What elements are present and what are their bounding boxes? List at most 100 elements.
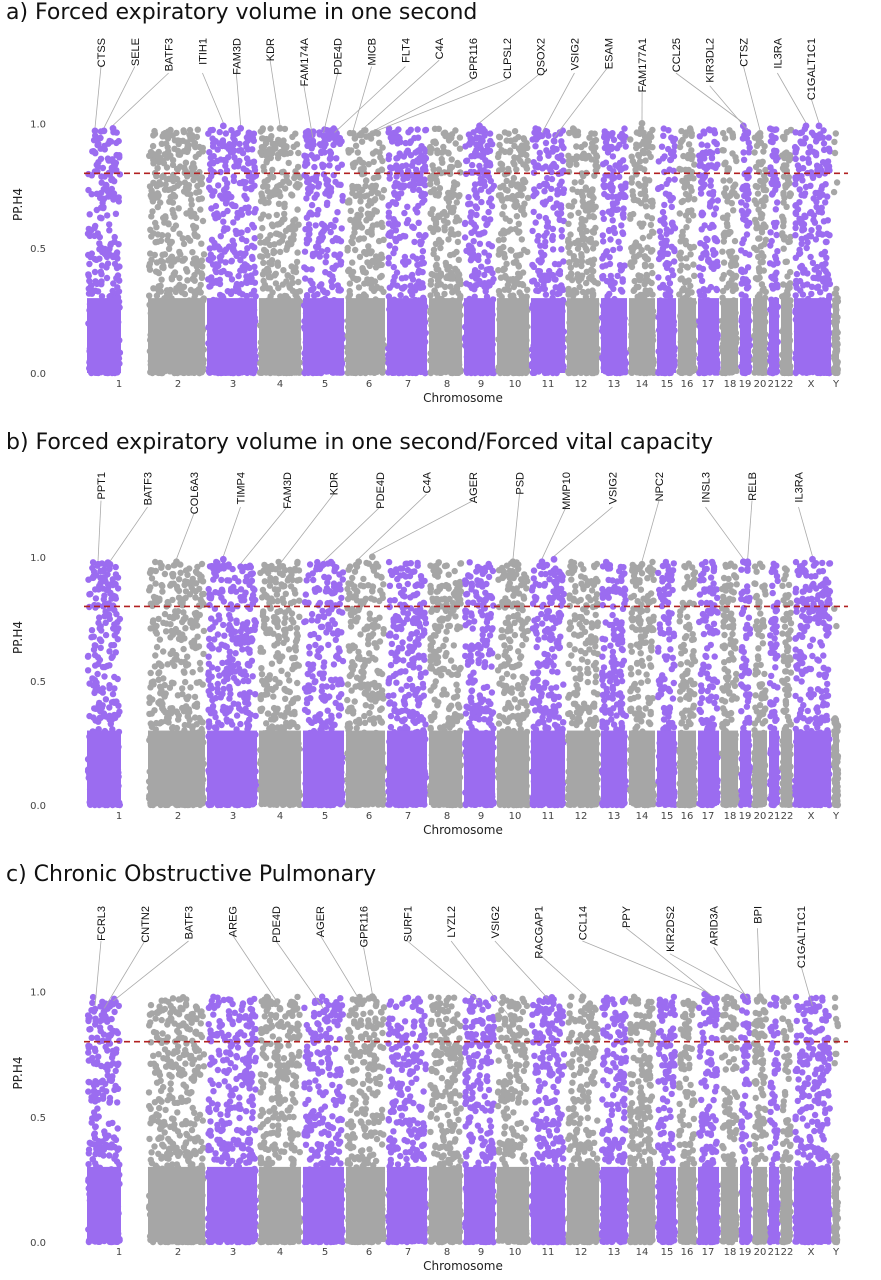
data-point: [168, 253, 176, 260]
data-point: [541, 285, 548, 293]
data-point: [351, 135, 358, 142]
data-point: [209, 143, 217, 150]
data-point: [647, 221, 655, 229]
data-point: [516, 273, 523, 280]
chromosome-4-base: [259, 298, 301, 373]
data-point: [350, 163, 357, 171]
data-point: [236, 140, 243, 148]
data-point: [620, 191, 628, 199]
data-point: [373, 221, 381, 228]
data-point: [280, 141, 288, 149]
data-point: [311, 163, 318, 171]
data-point: [615, 238, 622, 245]
chromosome-1-points: [84, 125, 124, 377]
data-point: [404, 174, 411, 181]
data-point: [380, 288, 387, 296]
data-point: [220, 267, 227, 275]
data-point: [150, 160, 157, 167]
data-point: [115, 137, 122, 145]
data-point: [257, 215, 265, 222]
data-point: [272, 270, 279, 277]
data-point: [116, 171, 124, 178]
data-point: [419, 268, 426, 276]
data-point: [339, 192, 346, 200]
data-point: [346, 280, 354, 287]
data-point: [165, 186, 172, 193]
data-point: [445, 203, 453, 211]
data-point: [415, 278, 422, 285]
chromosome-3-points: [205, 126, 260, 377]
data-point: [289, 226, 296, 233]
data-point: [435, 192, 442, 199]
data-point: [519, 281, 527, 289]
data-point: [394, 140, 401, 147]
data-point: [385, 220, 393, 227]
data-point: [619, 229, 626, 236]
data-point: [170, 271, 177, 278]
data-point: [106, 227, 113, 234]
data-point: [193, 133, 201, 141]
data-point: [277, 192, 284, 200]
data-point: [490, 182, 498, 190]
data-point: [453, 214, 460, 221]
data-point: [196, 143, 203, 151]
data-point: [284, 243, 291, 250]
data-point: [545, 132, 552, 139]
data-point: [365, 243, 372, 250]
data-point: [588, 130, 595, 137]
data-point: [465, 141, 473, 148]
data-point: [365, 161, 372, 168]
data-point: [549, 232, 556, 240]
data-point: [182, 159, 190, 166]
data-point: [547, 195, 554, 202]
data-point: [552, 163, 560, 171]
data-point: [257, 128, 264, 135]
data-point: [176, 281, 183, 289]
data-point: [647, 198, 654, 205]
data-point: [589, 261, 596, 268]
data-point: [238, 281, 245, 288]
data-point: [362, 249, 369, 257]
data-point: [360, 268, 367, 275]
data-point: [269, 166, 276, 173]
data-point: [600, 238, 607, 245]
data-point: [327, 155, 334, 162]
data-point: [513, 213, 521, 220]
data-point: [504, 187, 511, 194]
data-point: [175, 140, 182, 148]
data-point: [193, 214, 200, 222]
data-point: [356, 190, 363, 197]
data-point: [408, 273, 415, 280]
chromosome-5-base: [303, 298, 344, 373]
data-point: [476, 140, 483, 148]
data-point: [639, 292, 646, 299]
data-point: [636, 130, 644, 137]
manhattan-plot-fev1: 0.00.51.0PP.H41 2 3 4 5 6 7 8 9 10 11 12 13 14 15 16 17 1…: [11, 37, 848, 405]
data-point: [281, 210, 288, 218]
data-point: [618, 222, 625, 229]
data-point: [313, 191, 320, 198]
data-point: [630, 210, 637, 218]
data-point: [324, 246, 331, 254]
data-point: [97, 268, 105, 275]
data-point: [606, 260, 614, 268]
data-point: [543, 182, 551, 189]
data-point: [259, 253, 266, 260]
data-point: [560, 186, 568, 193]
data-point: [622, 180, 629, 187]
data-point: [219, 137, 227, 144]
data-point: [292, 216, 299, 223]
data-point: [542, 214, 549, 222]
data-point: [235, 272, 242, 280]
data-point: [530, 208, 537, 216]
data-point: [487, 137, 494, 145]
data-point: [618, 186, 626, 193]
data-point: [441, 169, 448, 176]
data-point: [485, 208, 492, 216]
data-point: [292, 291, 299, 299]
data-point: [565, 157, 573, 164]
data-point: [587, 235, 594, 242]
data-point: [109, 287, 116, 295]
data-point: [578, 178, 585, 186]
chromosome-9-base: [464, 298, 495, 373]
